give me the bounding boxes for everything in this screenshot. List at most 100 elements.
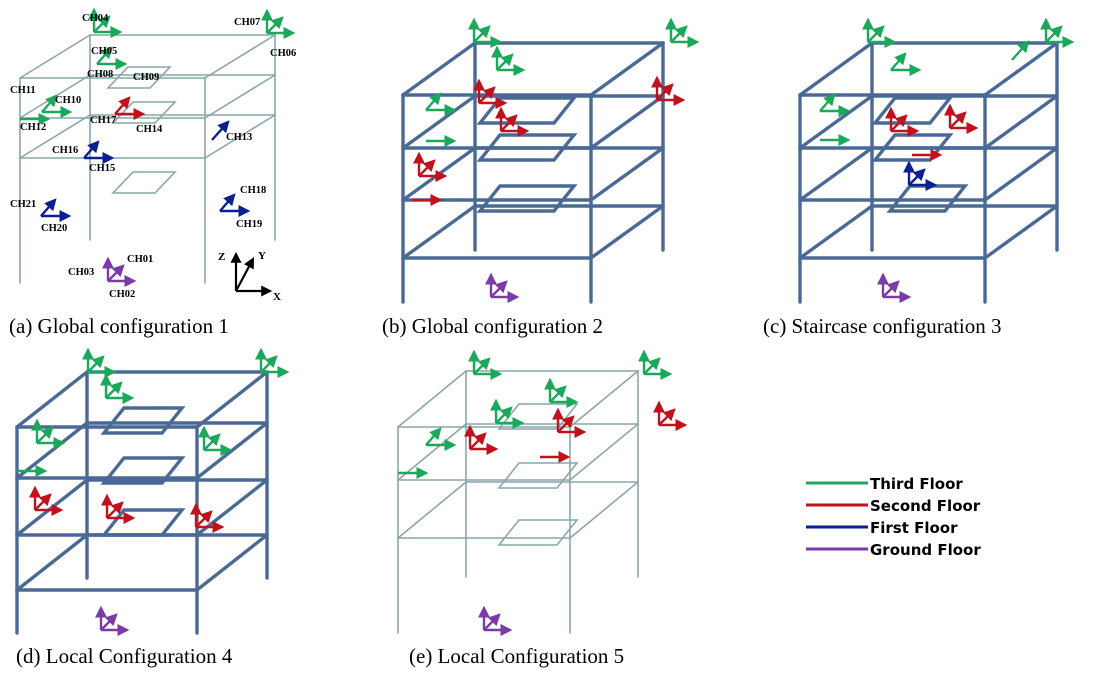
sensor-third-floor xyxy=(41,94,73,118)
label-ch01: CH01 xyxy=(127,254,153,265)
sensor-arrow xyxy=(1011,40,1030,61)
sensor-arrow xyxy=(93,15,111,33)
stair-opening xyxy=(497,462,579,489)
label-ch13: CH13 xyxy=(226,132,252,143)
sensor-third-floor xyxy=(491,45,526,76)
sensors-e xyxy=(398,349,688,636)
sensor-third-floor xyxy=(468,17,503,48)
sensor-arrow xyxy=(211,120,230,141)
sensor-third-floor xyxy=(544,377,579,408)
sensor-arrow xyxy=(882,280,900,298)
label-ch19: CH19 xyxy=(236,219,262,230)
sensors-d xyxy=(17,347,290,636)
label-ch04: CH04 xyxy=(82,13,109,24)
sensor-arrow xyxy=(473,357,491,375)
sensor-second-floor xyxy=(651,75,686,106)
sensor-arrow xyxy=(819,93,836,112)
frame-beam xyxy=(798,204,874,260)
sensor-arrow xyxy=(500,114,518,132)
sensor-arrow xyxy=(1045,25,1063,43)
sensor-ground-floor xyxy=(877,272,912,303)
frame-beam xyxy=(569,370,639,428)
sensor-arrow xyxy=(41,94,58,113)
label-ch02: CH02 xyxy=(109,289,135,300)
frame-a xyxy=(19,34,276,284)
label-ch17: CH17 xyxy=(90,115,116,126)
stair-opening xyxy=(100,456,186,485)
frame-beam xyxy=(204,34,276,79)
legend-label-first-floor: First Floor xyxy=(870,519,958,537)
sensor-third-floor xyxy=(638,349,673,380)
label-ch08: CH08 xyxy=(87,69,113,80)
sensor-third-floor xyxy=(261,8,296,39)
frame-beam xyxy=(204,74,276,119)
legend-label-second-floor: Second Floor xyxy=(870,497,981,515)
frame-beam xyxy=(401,204,477,260)
frame-d xyxy=(15,370,269,635)
sensor-first-floor xyxy=(40,198,72,222)
frame-beam xyxy=(19,34,91,79)
sensor-arrow xyxy=(670,25,688,43)
sensor-arrow xyxy=(87,355,105,373)
label-ch03: CH03 xyxy=(68,267,94,278)
frame-beam xyxy=(589,204,665,260)
sensor-second-floor xyxy=(473,78,508,109)
label-ch06: CH06 xyxy=(270,48,296,59)
stair-opening xyxy=(476,133,578,162)
frame-beam xyxy=(589,146,665,202)
caption-b: (b) Global configuration 2 xyxy=(382,314,603,338)
axes-triad: Z Y X xyxy=(218,250,281,303)
legend-item-second-floor: Second Floor xyxy=(806,497,981,515)
sensor-second-floor xyxy=(29,485,64,516)
frame-beam xyxy=(401,146,477,202)
sensor-arrow xyxy=(114,96,131,115)
stair-opening xyxy=(111,171,177,194)
sensor-second-floor xyxy=(114,96,146,120)
sensor-ground-floor xyxy=(102,256,137,287)
sensor-arrow xyxy=(549,385,567,403)
sensor-arrow xyxy=(425,427,442,446)
stair-opening xyxy=(100,508,186,537)
stair-opening xyxy=(476,96,578,125)
frame-beam xyxy=(569,423,639,481)
sensor-second-floor xyxy=(495,106,530,137)
legend-item-third-floor: Third Floor xyxy=(806,475,963,493)
caption-d: (d) Local Configuration 4 xyxy=(16,644,233,668)
sensor-second-floor xyxy=(653,400,688,431)
sensor-arrow xyxy=(105,381,123,399)
sensor-third-floor xyxy=(31,418,66,449)
sensor-third-floor xyxy=(890,52,922,76)
sensor-second-floor xyxy=(944,103,979,134)
axis-label-x: X xyxy=(273,291,281,303)
sensors-a xyxy=(20,7,296,287)
sensor-third-floor xyxy=(425,92,457,116)
sensor-arrow xyxy=(425,92,442,111)
panel-e: (e) Local Configuration 5 xyxy=(397,349,688,668)
sensor-arrow xyxy=(490,280,508,298)
sensor-arrow xyxy=(890,114,908,132)
sensor-arrow xyxy=(658,408,676,426)
label-ch09: CH09 xyxy=(133,72,159,83)
sensor-arrow xyxy=(36,426,54,444)
sensor-arrow xyxy=(107,264,125,282)
sensor-second-floor xyxy=(413,151,448,182)
frame-beam xyxy=(15,421,89,480)
stair-opening xyxy=(871,96,954,125)
legend-label-third-floor: Third Floor xyxy=(870,475,963,493)
sensor-third-floor xyxy=(82,347,117,378)
frame-beam xyxy=(204,114,276,159)
sensor-arrow xyxy=(557,415,575,433)
label-ch07: CH07 xyxy=(234,17,260,28)
sensor-third-floor xyxy=(1040,17,1075,48)
label-ch16: CH16 xyxy=(52,145,78,156)
sensor-third-floor xyxy=(1011,40,1030,61)
sensor-arrow xyxy=(34,493,52,511)
frame-beam xyxy=(983,146,1059,202)
sensor-third-floor xyxy=(862,17,897,48)
legend: Third Floor Second Floor First Floor Gro… xyxy=(806,475,981,559)
axis-label-y: Y xyxy=(258,250,266,262)
sensor-ground-floor xyxy=(485,272,520,303)
caption-a: (a) Global configuration 1 xyxy=(9,314,229,338)
panel-c: (c) Staircase configuration 3 xyxy=(763,17,1075,338)
